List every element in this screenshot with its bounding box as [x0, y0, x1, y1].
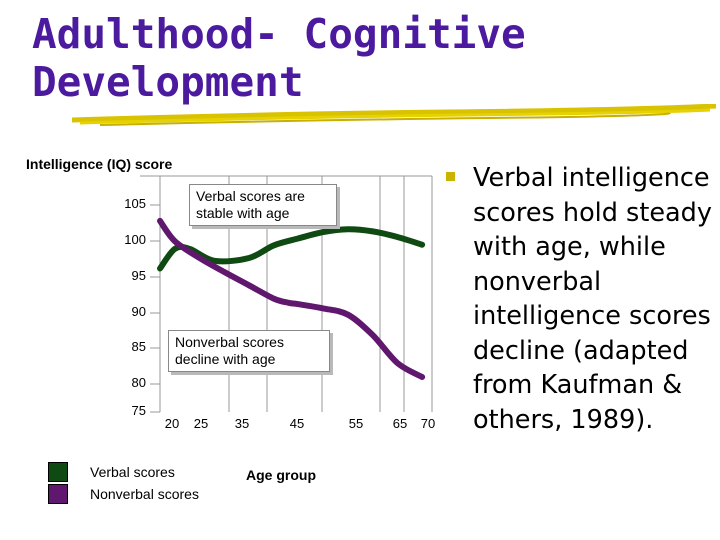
- annotation-verbal: Verbal scores are stable with age: [189, 184, 337, 226]
- bullet-text: Verbal intelligence scores hold steady w…: [473, 163, 712, 435]
- x-tick-label: 55: [348, 416, 364, 431]
- legend-item-verbal: Verbal scores: [48, 462, 268, 484]
- x-tick-label: 45: [289, 416, 305, 431]
- slide-title: Adulthood- Cognitive Development: [32, 10, 592, 106]
- x-tick-label: 20: [164, 416, 180, 431]
- legend-item-nonverbal: Nonverbal scores: [48, 484, 268, 506]
- x-axis-label: Age group: [246, 467, 316, 483]
- y-axis-label: Intelligence (IQ) score: [26, 156, 173, 172]
- slide-title-line-1: Adulthood- Cognitive: [32, 10, 526, 58]
- annotation-nonverbal: Nonverbal scores decline with age: [168, 330, 330, 372]
- series-line-nonverbal: [157, 217, 426, 380]
- legend-swatch-nonverbal: [48, 484, 68, 504]
- x-tick-label: 65: [392, 416, 408, 431]
- y-tick-label: 105: [124, 196, 146, 211]
- annotation-verbal-text: Verbal scores are stable with age: [196, 188, 305, 221]
- x-tick-label: 35: [234, 416, 250, 431]
- series-line-verbal: [157, 226, 426, 272]
- x-tick-label: 25: [193, 416, 209, 431]
- slide-title-line-2: Development: [32, 58, 304, 106]
- y-tick-label: 100: [124, 232, 146, 247]
- bullet-square-icon: [446, 172, 455, 181]
- y-tick-label: 95: [131, 268, 146, 283]
- y-tick-label: 75: [131, 403, 146, 418]
- annotation-nonverbal-text: Nonverbal scores decline with age: [175, 334, 284, 367]
- legend-label-verbal: Verbal scores: [90, 464, 175, 480]
- y-tick-label: 85: [131, 339, 146, 354]
- x-tick-label: 70: [420, 416, 436, 431]
- legend-label-nonverbal: Nonverbal scores: [90, 486, 199, 502]
- title-underline: [71, 104, 717, 126]
- chart-series-layer: [157, 217, 426, 380]
- y-tick-label: 90: [131, 304, 146, 319]
- legend-swatch-verbal: [48, 462, 68, 482]
- y-tick-label: 80: [131, 375, 146, 390]
